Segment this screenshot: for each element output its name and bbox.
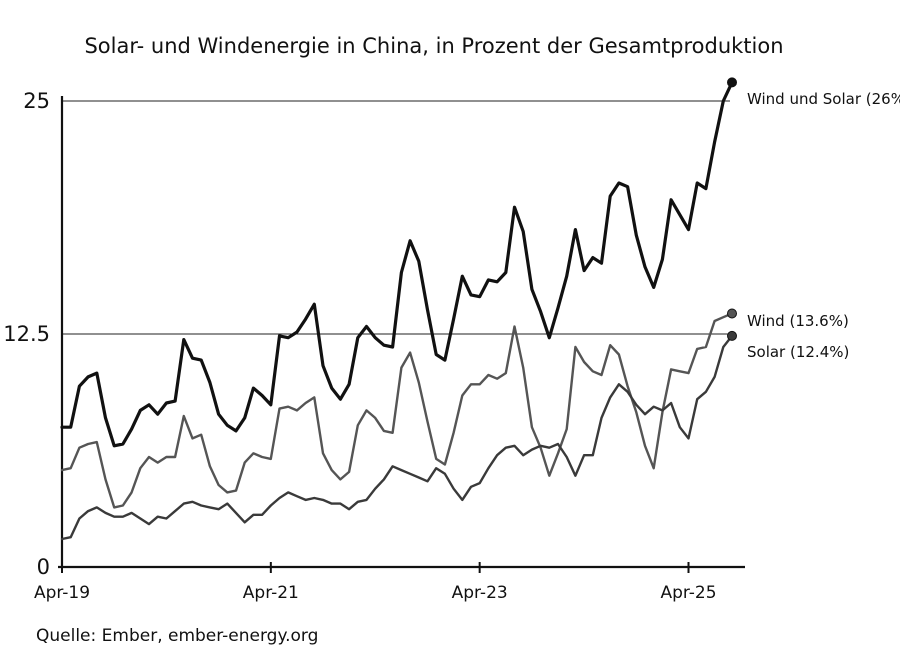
x-tick-label: Apr-25	[660, 583, 716, 603]
series-end-label: Wind (13.6%)	[747, 312, 849, 330]
series-end-marker	[727, 308, 737, 319]
x-tick-label: Apr-23	[452, 583, 508, 603]
x-tick-label: Apr-21	[243, 583, 299, 603]
series-end-marker	[727, 77, 737, 88]
chart-title: Solar- und Windenergie in China, in Proz…	[84, 34, 783, 58]
x-ticks: Apr-19 Apr-21 Apr-23 Apr-25	[34, 562, 717, 603]
series-line-wind	[60, 312, 734, 509]
grid	[62, 100, 730, 335]
series-lines	[60, 77, 737, 541]
x-tick-label: Apr-19	[34, 583, 90, 603]
end-labels: Wind und Solar (26%) Wind (13.6%) Solar (1…	[747, 90, 900, 361]
y-tick-label: 0	[37, 555, 50, 579]
y-tick-label: 25	[23, 89, 50, 113]
series-line-solar	[60, 334, 734, 541]
series-line-wind-und-solar	[60, 80, 734, 448]
y-ticks: 0 12.5 25	[3, 89, 50, 579]
series-end-marker	[727, 330, 737, 341]
series-end-label: Wind und Solar (26%)	[747, 90, 900, 108]
series-end-label: Solar (12.4%)	[747, 343, 849, 361]
axes	[58, 96, 745, 569]
y-tick-label: 12.5	[3, 322, 50, 346]
source-note: Quelle: Ember, ember-energy.org	[36, 626, 318, 646]
